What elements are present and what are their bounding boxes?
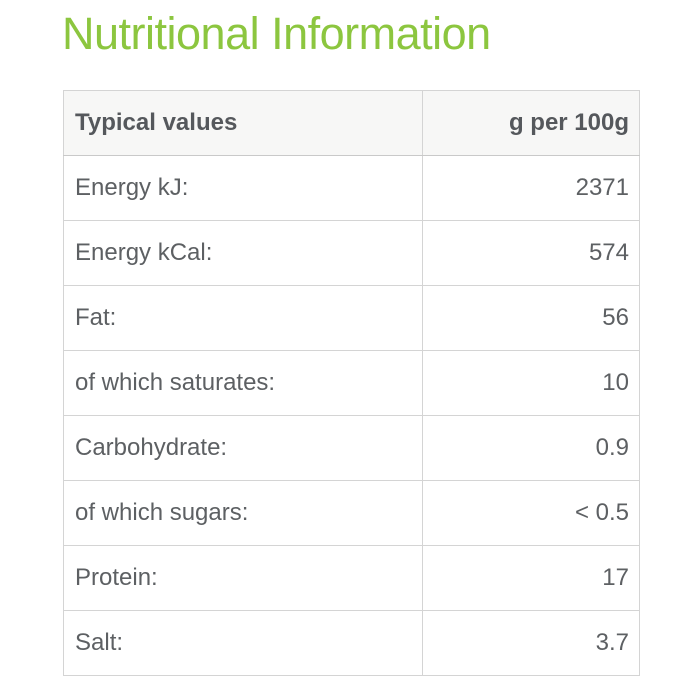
nutrient-label: Salt:	[63, 610, 423, 676]
nutrient-value: 3.7	[422, 610, 640, 676]
table-row: Carbohydrate: 0.9	[63, 415, 640, 481]
nutrient-value: 574	[422, 220, 640, 286]
table-row: of which saturates: 10	[63, 350, 640, 416]
nutrient-value: 17	[422, 545, 640, 611]
nutrition-table: Typical values g per 100g Energy kJ: 237…	[63, 90, 640, 676]
nutrient-value: 10	[422, 350, 640, 416]
nutrient-label: Protein:	[63, 545, 423, 611]
header-g-per-100g: g per 100g	[422, 90, 640, 156]
nutrient-label: Energy kCal:	[63, 220, 423, 286]
nutrient-value: 0.9	[422, 415, 640, 481]
nutrient-value: < 0.5	[422, 480, 640, 546]
page-title: Nutritional Information	[62, 8, 491, 59]
table-row: Protein: 17	[63, 545, 640, 611]
table-row: Energy kJ: 2371	[63, 155, 640, 221]
nutrient-label: Fat:	[63, 285, 423, 351]
table-row: of which sugars: < 0.5	[63, 480, 640, 546]
table-row: Fat: 56	[63, 285, 640, 351]
nutrient-value: 56	[422, 285, 640, 351]
nutrient-label: Carbohydrate:	[63, 415, 423, 481]
nutrient-label: Energy kJ:	[63, 155, 423, 221]
nutrient-value: 2371	[422, 155, 640, 221]
table-header-row: Typical values g per 100g	[63, 90, 640, 156]
table-row: Salt: 3.7	[63, 610, 640, 676]
nutrient-label: of which saturates:	[63, 350, 423, 416]
nutrient-label: of which sugars:	[63, 480, 423, 546]
header-typical-values: Typical values	[63, 90, 423, 156]
table-row: Energy kCal: 574	[63, 220, 640, 286]
